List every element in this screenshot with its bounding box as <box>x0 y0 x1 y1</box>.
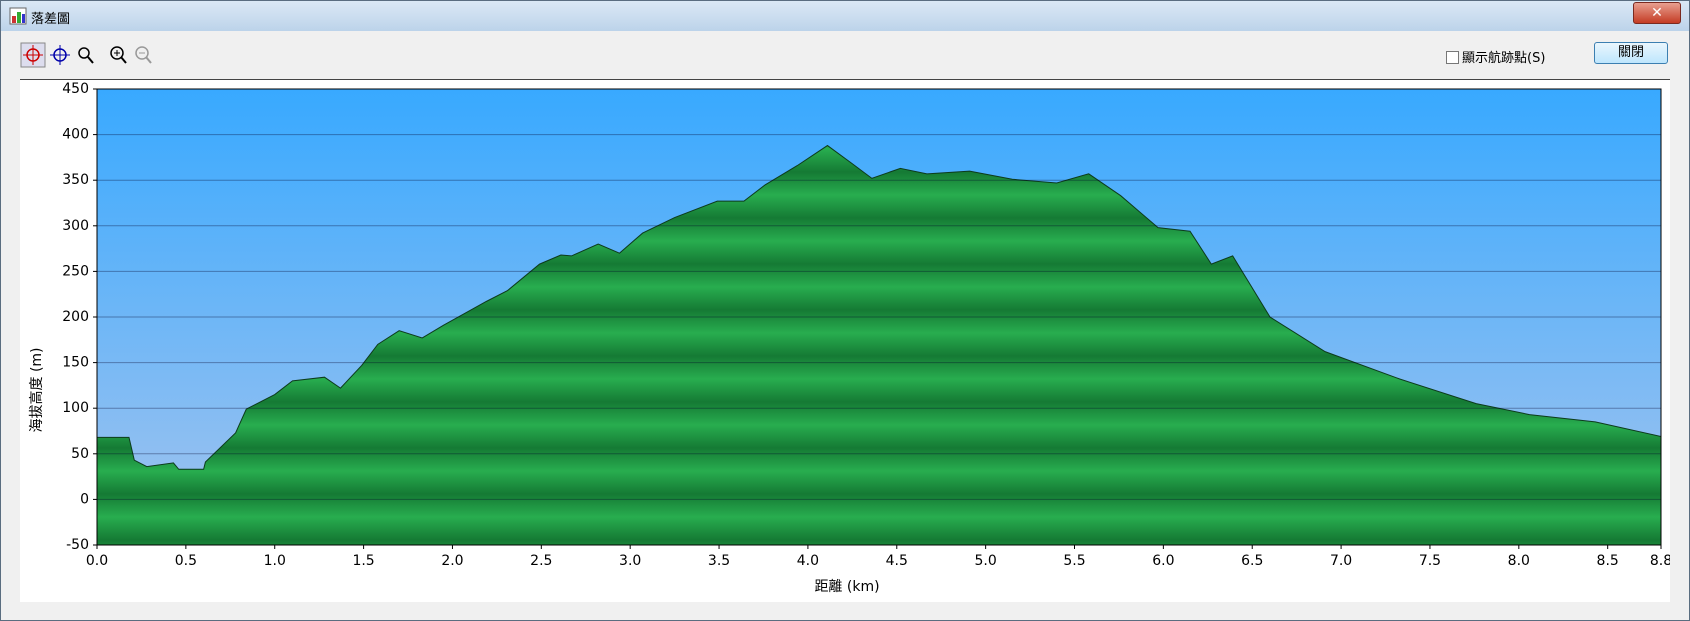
x-tick-label: 6.0 <box>1152 553 1174 569</box>
checkbox[interactable] <box>1446 51 1459 64</box>
x-tick-label: 4.5 <box>886 553 908 569</box>
title-bar: 落差圖 ✕ <box>1 1 1689 31</box>
y-axis-label: 海拔高度 (m) <box>28 347 45 432</box>
x-tick-label: 6.5 <box>1241 553 1263 569</box>
tool-crosshair[interactable] <box>50 45 70 65</box>
tool-zoom-out[interactable] <box>135 46 152 64</box>
x-tick-label: 5.5 <box>1063 553 1085 569</box>
tool-zoom-box[interactable] <box>78 47 94 64</box>
x-tick-label: 8.8 <box>1650 553 1670 569</box>
y-tick-label: 450 <box>62 81 89 97</box>
x-tick-label: 1.0 <box>264 553 286 569</box>
chart-panel: 海拔高度 (m) 距離 (km) -50 0 50 100 150 200 250 300 35… <box>20 79 1672 602</box>
x-tick-label: 1.5 <box>352 553 374 569</box>
toolbar: 顯示航跡點(S) 關閉 <box>1 31 1689 79</box>
window-title: 落差圖 <box>31 12 71 27</box>
plot-frame <box>96 88 1662 546</box>
chart: 海拔高度 (m) 距離 (km) -50 0 50 100 150 200 250 300 35… <box>28 81 1672 595</box>
x-tick-label: 0.0 <box>86 553 108 569</box>
y-tick-label: 300 <box>62 218 89 234</box>
x-tick-label: 8.0 <box>1508 553 1530 569</box>
x-tick-label: 5.0 <box>975 553 997 569</box>
x-tick-label: 2.0 <box>441 553 463 569</box>
x-tick-label: 3.0 <box>619 553 641 569</box>
show-track-points[interactable]: 顯示航跡點(S) <box>1446 47 1545 66</box>
x-tick-label: 3.5 <box>708 553 730 569</box>
y-tick-label: 0 <box>80 491 89 507</box>
x-tick-label: 2.5 <box>530 553 552 569</box>
x-axis-label: 距離 (km) <box>814 578 879 595</box>
y-tick-label: 50 <box>71 446 89 462</box>
elevation-area <box>96 144 1662 546</box>
close-button[interactable]: 關閉 <box>1594 42 1668 64</box>
y-tick-label: 200 <box>62 309 89 325</box>
x-tick-label: 4.0 <box>797 553 819 569</box>
y-tick-label: 250 <box>62 263 89 279</box>
x-tick-label: 7.0 <box>1330 553 1352 569</box>
tool-zoom-in[interactable] <box>110 46 127 64</box>
y-tick-label: 400 <box>62 127 89 143</box>
checkbox-label: 顯示航跡點(S) <box>1462 51 1546 66</box>
app-icon <box>9 7 27 25</box>
y-tick-label: 150 <box>62 355 89 371</box>
tool-icons <box>20 42 152 68</box>
x-tick-label: 7.5 <box>1419 553 1441 569</box>
y-tick-label: -50 <box>66 537 89 553</box>
y-tick-label: 100 <box>62 400 89 416</box>
y-tick-label: 350 <box>62 172 89 188</box>
close-window[interactable]: ✕ <box>1633 2 1681 24</box>
x-tick-label: 8.5 <box>1597 553 1619 569</box>
x-tick-label: 0.5 <box>175 553 197 569</box>
